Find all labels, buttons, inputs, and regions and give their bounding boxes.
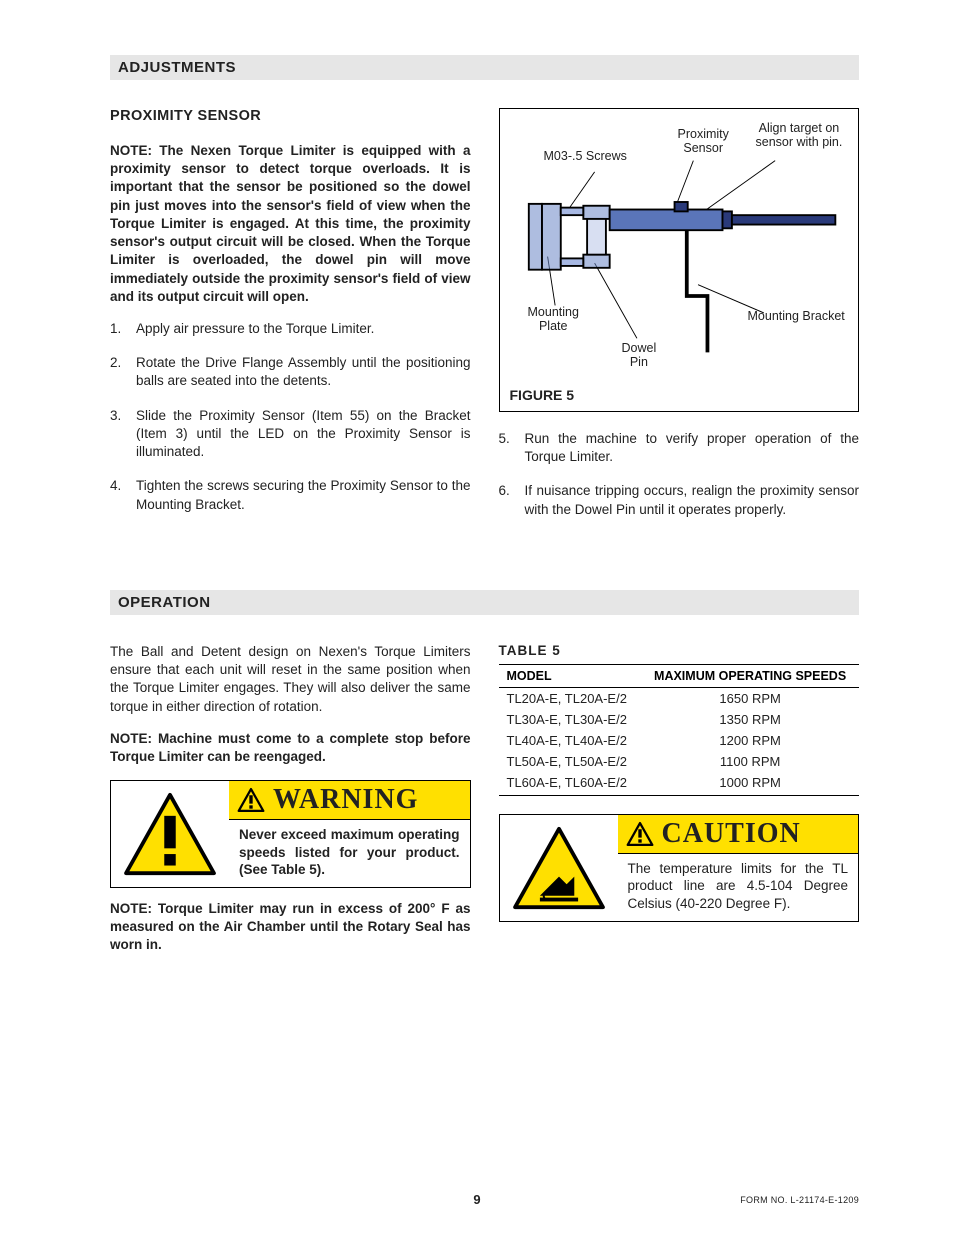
proximity-sensor-heading: PROXIMITY SENSOR [110, 108, 471, 124]
step-1: Apply air pressure to the Torque Limiter… [110, 320, 471, 338]
label-proximity: Proximity Sensor [678, 127, 729, 156]
label-screws: M03-.5 Screws [544, 149, 627, 163]
table-row: TL20A-E, TL20A-E/21650 RPM [499, 687, 860, 709]
adjust-steps-right: Run the machine to verify proper operati… [499, 430, 860, 519]
step-4: Tighten the screws securing the Proximit… [110, 477, 471, 513]
caution-banner: CAUTION [618, 815, 859, 854]
warning-body: WARNING Never exceed maximum operating s… [229, 781, 470, 887]
figure-5-caption: FIGURE 5 [510, 387, 849, 403]
label-bracket: Mounting Bracket [748, 309, 845, 323]
label-align: Align target on sensor with pin. [756, 121, 843, 150]
step-2: Rotate the Drive Flange Assembly until t… [110, 354, 471, 390]
warning-banner-text: WARNING [273, 784, 418, 816]
operation-right-col: TABLE 5 MODEL MAXIMUM OPERATING SPEEDS T… [499, 643, 860, 969]
table-row: TL40A-E, TL40A-E/21200 RPM [499, 730, 860, 751]
caution-icon-cell [500, 815, 618, 921]
adjust-right-col: M03-.5 Screws Proximity Sensor Align tar… [499, 108, 860, 535]
caution-body: CAUTION The temperature limits for the T… [618, 815, 859, 921]
table-row: TL60A-E, TL60A-E/21000 RPM [499, 772, 860, 796]
caution-box: CAUTION The temperature limits for the T… [499, 814, 860, 922]
th-speed: MAXIMUM OPERATING SPEEDS [641, 664, 859, 687]
caution-text: The temperature limits for the TL produc… [618, 854, 859, 921]
operation-note2: NOTE: Torque Limiter may run in excess o… [110, 900, 471, 955]
table-row: TL30A-E, TL30A-E/21350 RPM [499, 709, 860, 730]
caution-banner-text: CAUTION [662, 818, 801, 850]
warning-banner-icon [237, 787, 265, 813]
step-6: If nuisance tripping occurs, realign the… [499, 482, 860, 518]
figure-5-diagram: M03-.5 Screws Proximity Sensor Align tar… [510, 119, 849, 379]
operation-left-col: The Ball and Detent design on Nexen's To… [110, 643, 471, 969]
proximity-note: NOTE: The Nexen Torque Limiter is equipp… [110, 142, 471, 306]
warning-icon-cell [111, 781, 229, 887]
form-number: FORM NO. L-21174-E-1209 [740, 1195, 859, 1205]
caution-banner-icon [626, 821, 654, 847]
warning-box: WARNING Never exceed maximum operating s… [110, 780, 471, 888]
operation-columns: The Ball and Detent design on Nexen's To… [110, 643, 859, 969]
figure-5-box: M03-.5 Screws Proximity Sensor Align tar… [499, 108, 860, 412]
table-row: TL50A-E, TL50A-E/21100 RPM [499, 751, 860, 772]
page-number: 9 [473, 1192, 480, 1207]
section-header-operation: OPERATION [110, 590, 859, 615]
warning-triangle-icon [122, 791, 218, 877]
caution-triangle-icon [511, 825, 607, 911]
label-dowel: Dowel Pin [622, 341, 657, 370]
adjustments-columns: PROXIMITY SENSOR NOTE: The Nexen Torque … [110, 108, 859, 535]
operation-note1: NOTE: Machine must come to a complete st… [110, 730, 471, 766]
th-model: MODEL [499, 664, 642, 687]
warning-text: Never exceed maximum operating speeds li… [229, 820, 470, 887]
step-5: Run the machine to verify proper operati… [499, 430, 860, 466]
step-3: Slide the Proximity Sensor (Item 55) on … [110, 407, 471, 462]
table-5-title: TABLE 5 [499, 643, 860, 658]
adjust-steps-left: Apply air pressure to the Torque Limiter… [110, 320, 471, 514]
label-plate: Mounting Plate [528, 305, 579, 334]
adjust-left-col: PROXIMITY SENSOR NOTE: The Nexen Torque … [110, 108, 471, 535]
table-5: MODEL MAXIMUM OPERATING SPEEDS TL20A-E, … [499, 664, 860, 796]
section-header-adjustments: ADJUSTMENTS [110, 55, 859, 80]
warning-banner: WARNING [229, 781, 470, 820]
operation-intro: The Ball and Detent design on Nexen's To… [110, 643, 471, 716]
table-5-body: TL20A-E, TL20A-E/21650 RPM TL30A-E, TL30… [499, 687, 860, 795]
